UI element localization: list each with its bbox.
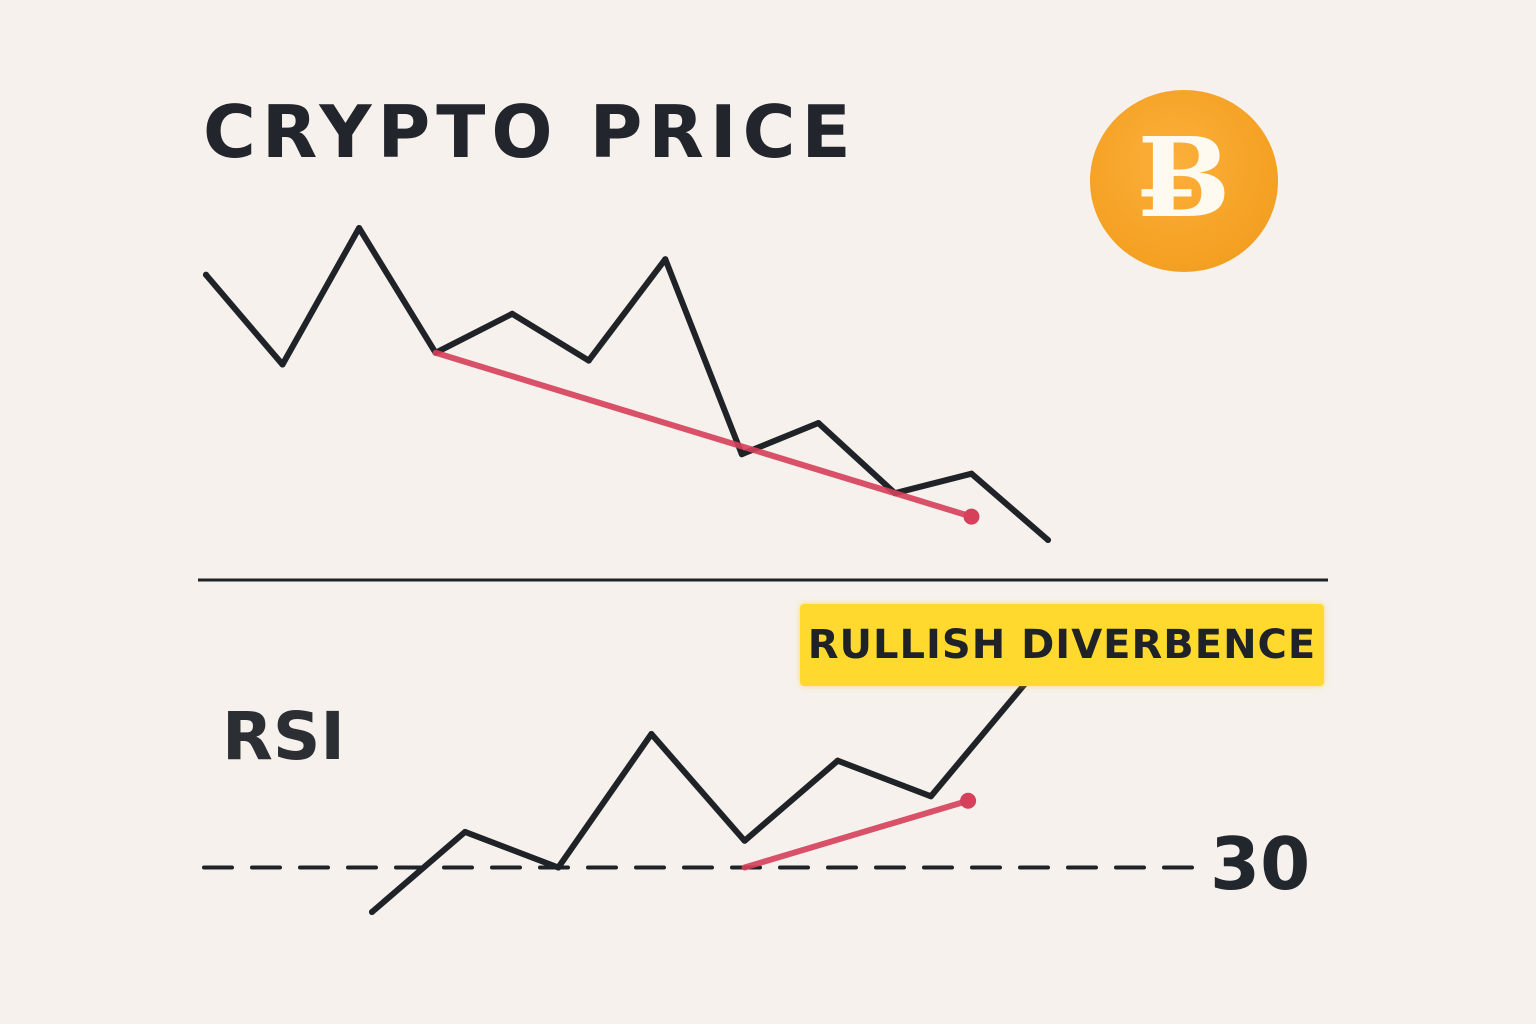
rsi-data-point <box>741 837 748 844</box>
price-data-point <box>1045 537 1051 543</box>
price-data-point <box>509 310 516 317</box>
rsi-level-label: 30 <box>1210 822 1311 906</box>
bitcoin-glyph: Ƀ <box>1137 113 1231 242</box>
rsi-trendline <box>741 797 972 871</box>
price-data-point <box>815 420 822 426</box>
bullish-divergence-badge: RULLISH DIVERBENCE <box>800 604 1324 686</box>
price-series-line <box>203 225 1051 543</box>
rsi-data-point <box>648 730 655 737</box>
rsi-chart-title: RSI <box>222 698 345 775</box>
rsi-data-point <box>369 909 375 915</box>
rsi-chart <box>202 682 1198 915</box>
rsi-data-point <box>462 828 469 835</box>
price-data-point <box>203 271 209 278</box>
price-data-point <box>356 225 363 231</box>
price-trendline <box>432 349 975 520</box>
price-data-point <box>738 451 745 458</box>
price-data-point <box>662 256 669 263</box>
price-data-point <box>279 361 286 368</box>
rsi-series-line <box>369 682 1027 915</box>
bitcoin-coin-icon: Ƀ <box>1090 90 1278 272</box>
price-data-point <box>968 470 975 477</box>
price-trendline-end <box>963 508 980 525</box>
rsi-trendline-end <box>960 792 977 809</box>
rsi-data-point <box>555 864 562 871</box>
price-chart <box>203 225 1051 543</box>
price-chart-title: CRYPTO PRICE <box>203 90 857 174</box>
rsi-data-point <box>927 793 934 800</box>
price-data-point <box>585 357 592 364</box>
rsi-data-point <box>834 757 841 764</box>
